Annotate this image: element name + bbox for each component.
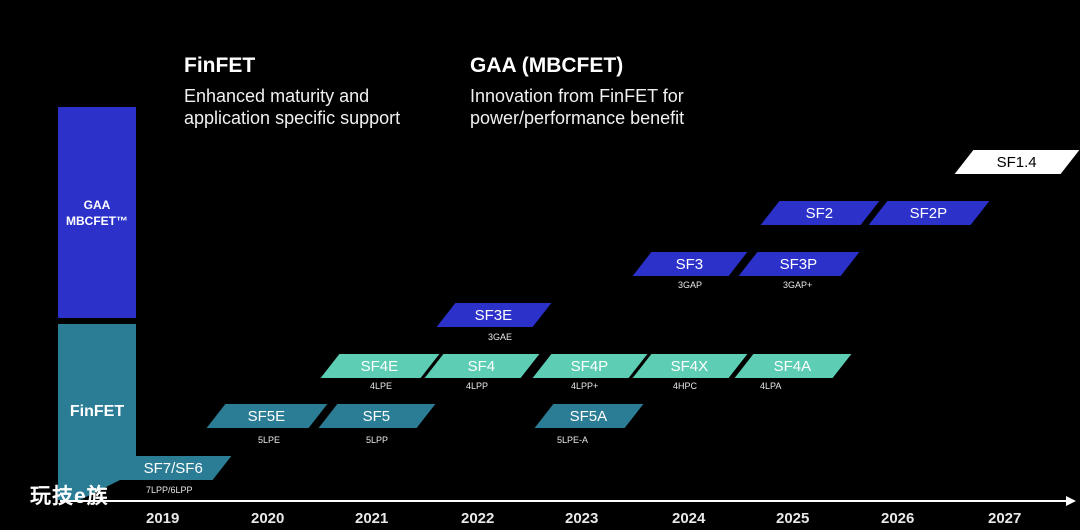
node-sf1-4: SF1.4 [954,150,1080,174]
sidebar-finfet-label: FinFET [69,403,125,420]
year-2023: 2023 [565,510,599,527]
timeline-axis [60,500,1072,502]
timeline-arrow-icon [1066,496,1076,506]
sidebar-mbcfet-label: MBCFET™ [66,213,128,228]
node-sf4: SF4 [424,354,540,378]
node-sf5: SF5 [318,404,436,428]
year-2025: 2025 [776,510,810,527]
finfet-description: Enhanced maturity and application specif… [184,85,400,129]
sublabel-4lpe: 4LPE [370,381,393,391]
node-sf2p: SF2P [868,201,990,225]
node-sf4x: SF4X [632,354,748,378]
year-2024: 2024 [672,510,706,527]
finfet-heading: FinFET [184,54,256,77]
node-sf5a: SF5A [534,404,644,428]
gaa-description-line1: Innovation from FinFET for [470,86,684,106]
sidebar-gaa-block: GAA MBCFET™ [58,107,136,318]
gaa-description-line2: power/performance benefit [470,108,685,128]
sublabel-5lpe-a: 5LPE-A [557,435,589,445]
node-sf4e: SF4E [320,354,440,378]
sublabel-4hpc: 4HPC [673,381,698,391]
sidebar-gaa-label: GAA [83,197,111,212]
node-sf5e: SF5E [206,404,328,428]
sublabel-4lpa: 4LPA [760,381,782,391]
finfet-description-line2: application specific support [184,108,401,128]
sidebar-finfet-shape [58,324,136,500]
year-2019: 2019 [146,510,180,527]
node-sf2: SF2 [760,201,880,225]
sublabel-3gae: 3GAE [488,332,513,342]
sublabel-4lpp: 4LPP [466,381,489,391]
node-sf4a: SF4A [734,354,852,378]
node-sf7-sf6: SF7/SF6 [116,456,232,480]
year-2020: 2020 [251,510,285,527]
finfet-description-line1: Enhanced maturity and [184,86,370,106]
sublabel-3gap-plus: 3GAP+ [783,280,813,290]
sublabel-7lpp-6lpp: 7LPP/6LPP [146,485,193,495]
node-sf4p: SF4P [532,354,648,378]
sidebar-finfet-block: FinFET [58,324,136,500]
sublabel-5lpp: 5LPP [366,435,389,445]
node-sf3: SF3 [632,252,748,276]
gaa-description: Innovation from FinFET for power/perform… [470,85,684,129]
watermark-logo: 玩技e族 [30,485,109,508]
sublabel-5lpe: 5LPE [258,435,281,445]
node-sf3p: SF3P [738,252,860,276]
year-2026: 2026 [881,510,915,527]
year-2027: 2027 [988,510,1022,527]
gaa-heading: GAA (MBCFET) [470,54,624,77]
sublabel-4lpp-plus: 4LPP+ [571,381,599,391]
sublabel-3gap: 3GAP [678,280,703,290]
year-2021: 2021 [355,510,389,527]
year-2022: 2022 [461,510,495,527]
node-sf3e: SF3E [436,303,552,327]
